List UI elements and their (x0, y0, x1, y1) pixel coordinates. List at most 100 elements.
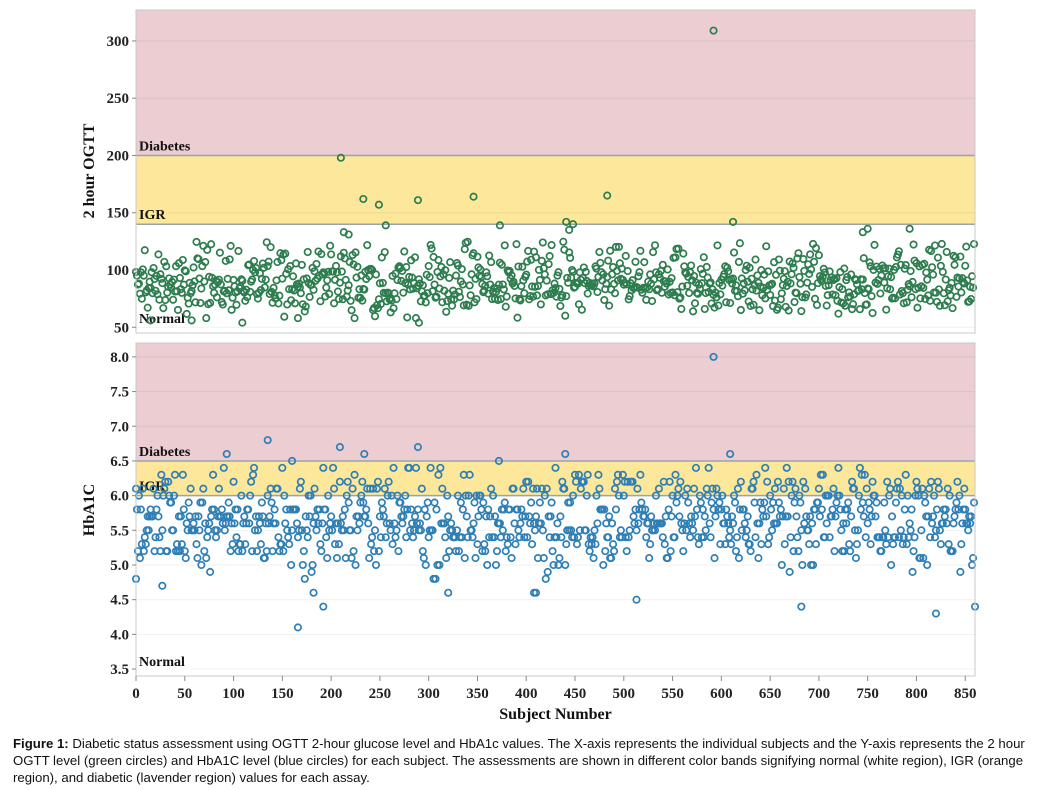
hba1c-point (774, 498, 783, 507)
hba1c-point (375, 512, 384, 521)
ogtt-point (312, 259, 321, 269)
ogtt-point (663, 265, 672, 274)
hba1c-point (957, 540, 966, 549)
ogtt-point (559, 237, 568, 246)
hba1c-point (583, 470, 592, 479)
hba1c-point (232, 533, 241, 542)
hba1c-point (866, 540, 875, 549)
hba1c-point (861, 533, 870, 542)
hba1c-point (628, 477, 637, 486)
band-diabetes (136, 10, 975, 156)
hba1c-point (456, 498, 465, 507)
hba1c-point (760, 498, 769, 507)
ogtt-point (500, 241, 509, 250)
hba1c-point (294, 526, 303, 535)
hba1c-point (374, 547, 383, 556)
ogtt-point (554, 268, 563, 277)
ogtt-point (650, 241, 660, 250)
ogtt-point (316, 297, 325, 306)
hba1c-point (909, 547, 918, 556)
hba1c-point (373, 477, 382, 486)
hba1c-point (349, 547, 358, 556)
ogtt-point (593, 287, 602, 297)
hba1c-point (734, 554, 743, 563)
ogtt-point (234, 246, 243, 256)
hba1c-point (709, 352, 718, 361)
ogtt-point (146, 316, 155, 325)
hba1c-point (765, 533, 774, 542)
band-label-diabetes: Diabetes (139, 445, 191, 460)
ogtt-point (269, 283, 278, 292)
ogtt-point (257, 274, 266, 283)
y-tick-label: 150 (107, 206, 130, 222)
hba1c-point (908, 567, 917, 576)
ogtt-point (309, 285, 318, 294)
ogtt-point (882, 305, 891, 314)
hba1c-point (458, 505, 467, 514)
ogtt-point (867, 292, 876, 301)
ogtt-point (280, 312, 289, 321)
ogtt-point (832, 274, 841, 283)
ogtt-point (808, 282, 817, 291)
ogtt-point (542, 276, 551, 285)
hba1c-point (297, 526, 306, 535)
hba1c-point (193, 554, 202, 563)
x-tick-label: 400 (515, 686, 538, 702)
ogtt-point (424, 261, 433, 271)
hba1c-point (238, 547, 247, 556)
ogtt-point (876, 289, 885, 298)
hba1c-point (850, 526, 860, 535)
hba1c-point (195, 526, 204, 535)
ogtt-point (189, 263, 198, 272)
ogtt-point (723, 263, 732, 272)
hba1c-point (877, 547, 886, 556)
hba1c-point (772, 519, 782, 528)
ogtt-point (472, 295, 481, 304)
ogtt-point (886, 285, 895, 294)
hba1c-point (592, 491, 601, 500)
hba1c-point (742, 526, 751, 535)
hba1c-point (941, 505, 950, 514)
hba1c-point (936, 540, 945, 549)
ogtt-point (841, 301, 850, 310)
x-axis-title: Subject Number (499, 706, 611, 723)
ogtt-point (881, 264, 890, 273)
hba1c-point (847, 512, 856, 521)
x-tick-label: 750 (856, 686, 879, 702)
ogtt-point (788, 259, 797, 268)
hba1c-point (842, 519, 851, 528)
y-tick-label: 4.0 (110, 627, 129, 643)
hba1c-point (138, 484, 147, 493)
ogtt-point (907, 293, 916, 302)
hba1c-point (899, 533, 908, 542)
ogtt-point (676, 293, 685, 302)
hba1c-point (401, 491, 410, 500)
hba1c-point (214, 484, 223, 493)
ogtt-point (421, 298, 430, 307)
ogtt-point (803, 278, 812, 287)
ogtt-point (303, 247, 312, 257)
hba1c-point (511, 540, 520, 549)
hba1c-point (818, 470, 827, 479)
ogtt-point (610, 289, 620, 298)
hba1c-point (342, 491, 351, 500)
hba1c-point (388, 540, 397, 549)
hba1c-point (599, 560, 608, 570)
plot-frame (135, 342, 976, 677)
hba1c-point (958, 519, 967, 528)
ogtt-point (194, 254, 203, 264)
ogtt-point (246, 287, 255, 296)
ogtt-point (206, 298, 215, 307)
hba1c-point (240, 512, 249, 521)
hba1c-point (762, 512, 771, 521)
ogtt-point (386, 308, 395, 317)
figure: Normal IGR Diabetes 50 100 150 200 250 300 2 hour… (81, 9, 980, 723)
hba1c-point (561, 560, 570, 570)
hba1c-point (194, 512, 203, 521)
hba1c-point (641, 505, 650, 514)
hba1c-point (309, 519, 318, 528)
ogtt-point (605, 301, 614, 310)
hba1c-point (309, 588, 318, 597)
ogtt-point (177, 288, 186, 297)
hba1c-point (218, 519, 227, 528)
